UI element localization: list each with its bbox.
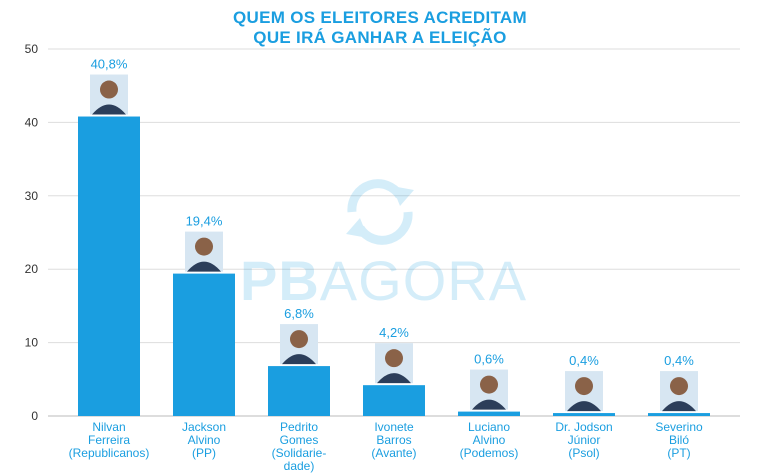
- y-tick-label: 30: [25, 189, 39, 203]
- category-label: Alvino: [188, 433, 221, 447]
- category-label: (PT): [667, 446, 690, 460]
- y-tick-label: 10: [25, 336, 39, 350]
- category-label: Biló: [669, 433, 689, 447]
- y-tick-label: 0: [31, 409, 38, 423]
- person-body-icon: [92, 104, 126, 115]
- category-label: Jackson: [182, 420, 226, 434]
- data-label: 0,4%: [569, 353, 599, 368]
- bar: [553, 413, 615, 416]
- candidate-photo: [375, 343, 413, 384]
- refresh-icon: [346, 179, 414, 245]
- bar: [268, 366, 330, 416]
- bar: [648, 413, 710, 416]
- category-label: (PP): [192, 446, 216, 460]
- person-head-icon: [290, 330, 308, 349]
- category-label: Ferreira: [88, 433, 130, 447]
- category-label: (Podemos): [460, 446, 519, 460]
- data-label: 0,6%: [474, 352, 504, 367]
- y-tick-label: 40: [25, 115, 39, 129]
- person-head-icon: [480, 375, 498, 394]
- category-label: Gomes: [280, 433, 319, 447]
- category-label: (Avante): [371, 446, 416, 460]
- category-label: (Psol): [568, 446, 599, 460]
- person-head-icon: [100, 80, 118, 99]
- person-body-icon: [282, 354, 316, 365]
- refresh-arrowhead-top: [392, 186, 414, 206]
- category-label: Alvino: [473, 433, 506, 447]
- candidate-photo: [280, 324, 318, 365]
- y-tick-label: 50: [25, 42, 39, 56]
- y-tick-label: 20: [25, 262, 39, 276]
- person-head-icon: [670, 377, 688, 396]
- candidate-photo: [660, 371, 698, 412]
- refresh-arc-top: [347, 179, 404, 213]
- candidate-photo: [470, 369, 508, 410]
- category-label: Nilvan: [92, 420, 125, 434]
- person-body-icon: [567, 401, 601, 412]
- candidate-photo: [185, 231, 223, 272]
- category-label: Luciano: [468, 420, 510, 434]
- category-label: Severino: [655, 420, 703, 434]
- data-label: 6,8%: [284, 306, 314, 321]
- category-label: (Republicanos): [69, 446, 150, 460]
- data-label: 0,4%: [664, 353, 694, 368]
- category-label: Júnior: [568, 433, 601, 447]
- refresh-arc-bottom: [356, 211, 413, 245]
- category-label: Pedrito: [280, 420, 318, 434]
- candidate-photo: [565, 371, 603, 412]
- refresh-arrowhead-bottom: [346, 218, 368, 238]
- chart-title-line-1: QUEM OS ELEITORES ACREDITAM: [233, 8, 527, 27]
- category-label: Dr. Jodson: [555, 420, 612, 434]
- person-body-icon: [472, 399, 506, 410]
- person-head-icon: [195, 237, 213, 256]
- data-label: 4,2%: [379, 325, 409, 340]
- bar: [78, 116, 140, 416]
- bar: [363, 385, 425, 416]
- watermark: PBAGORA: [240, 249, 528, 312]
- category-label: dade): [284, 459, 315, 473]
- person-head-icon: [575, 377, 593, 396]
- data-label: 40,8%: [91, 57, 128, 72]
- bar: [458, 411, 520, 416]
- person-head-icon: [385, 349, 403, 368]
- person-body-icon: [377, 373, 411, 384]
- bar: [173, 273, 235, 416]
- data-label: 19,4%: [186, 214, 223, 229]
- category-label: Ivonete: [374, 420, 414, 434]
- person-body-icon: [187, 261, 221, 272]
- chart-title-line-2: QUE IRÁ GANHAR A ELEIÇÃO: [253, 28, 507, 47]
- person-body-icon: [662, 401, 696, 412]
- category-label: Barros: [376, 433, 411, 447]
- candidate-photo: [90, 74, 128, 115]
- category-label: (Solidarie-: [272, 446, 327, 460]
